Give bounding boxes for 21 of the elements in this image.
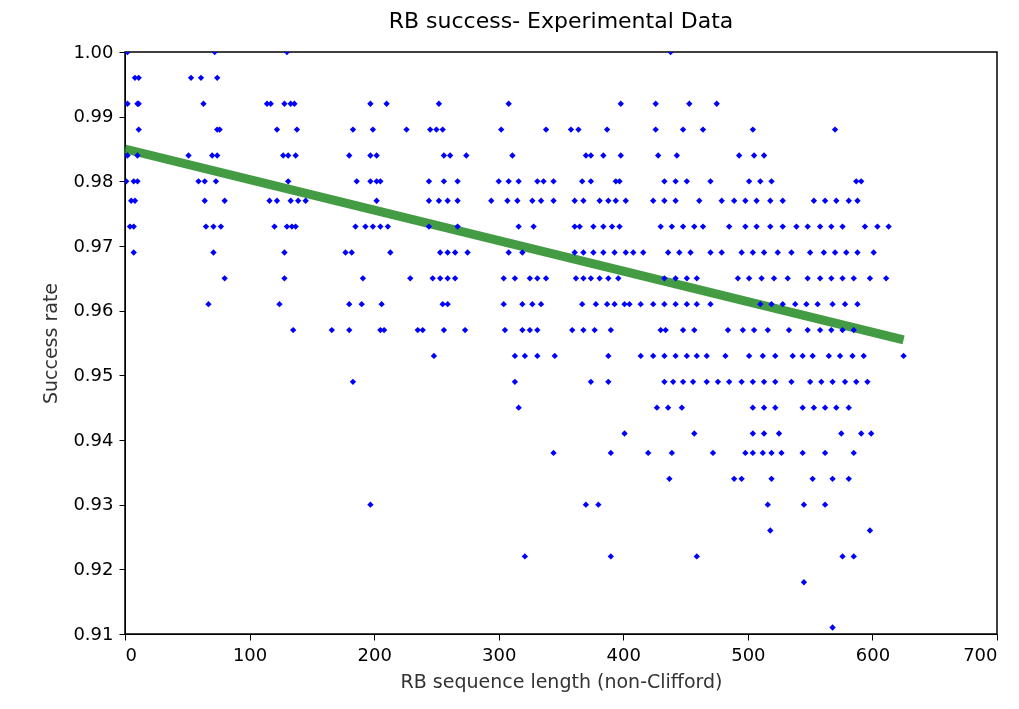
y-tick-label: 0.98: [73, 169, 114, 191]
x-tick-label: 0: [125, 643, 137, 665]
x-tick-label: 100: [232, 643, 268, 665]
x-tick-label: 400: [606, 643, 641, 665]
x-tick-label: 500: [731, 643, 766, 665]
y-tick-label: 0.92: [73, 557, 114, 579]
y-tick-label: 0.91: [73, 622, 114, 644]
x-tick-label: 600: [855, 643, 891, 665]
chart-title: RB success- Experimental Data: [388, 8, 734, 33]
x-tick-label: 200: [357, 643, 392, 665]
y-axis-title: Success rate: [39, 282, 62, 405]
y-tick-label: 0.95: [73, 363, 114, 385]
y-tick-label: 0.99: [73, 105, 114, 127]
x-tick-label: 700: [963, 643, 998, 665]
y-tick-label: 1.00: [73, 40, 114, 62]
y-tick-label: 0.97: [73, 234, 114, 256]
y-tick-label: 0.96: [73, 299, 114, 321]
y-tick-label: 0.93: [73, 493, 114, 515]
x-axis-title: RB sequence length (non-Clifford): [400, 669, 723, 692]
x-tick-label: 300: [482, 643, 517, 665]
y-tick-label: 0.94: [73, 428, 114, 450]
